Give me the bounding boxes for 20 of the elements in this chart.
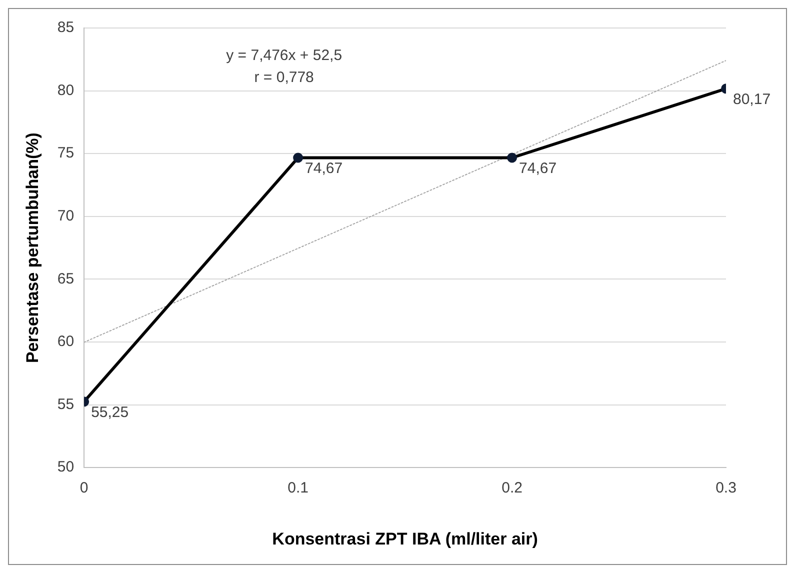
y-tick-label: 80 (57, 82, 74, 99)
x-tick-label: 0.2 (502, 480, 522, 497)
data-label: 80,17 (733, 90, 771, 108)
data-label: 74,67 (519, 160, 557, 177)
x-tick-label: 0.1 (288, 480, 308, 497)
x-tick-label: 0.3 (716, 480, 736, 497)
y-tick-label: 50 (57, 458, 74, 476)
y-tick-label: 70 (57, 208, 74, 225)
annotation: y = 7,476x + 52,5 (226, 47, 342, 64)
y-tick-label: 55 (57, 396, 74, 413)
y-tick-label: 65 (57, 270, 74, 288)
y-axis-title: Persentase pertumbuhan(%) (22, 132, 42, 364)
y-tick-label: 75 (57, 144, 74, 162)
data-label: 55,25 (91, 404, 129, 421)
data-label: 74,67 (305, 160, 343, 177)
x-tick-label: 0 (80, 480, 88, 497)
annotation: r = 0,778 (254, 69, 314, 86)
y-tick-label: 85 (57, 19, 74, 36)
x-axis-title: Konsentrasi ZPT IBA (ml/liter air) (272, 529, 538, 548)
y-tick-label: 60 (57, 333, 74, 350)
